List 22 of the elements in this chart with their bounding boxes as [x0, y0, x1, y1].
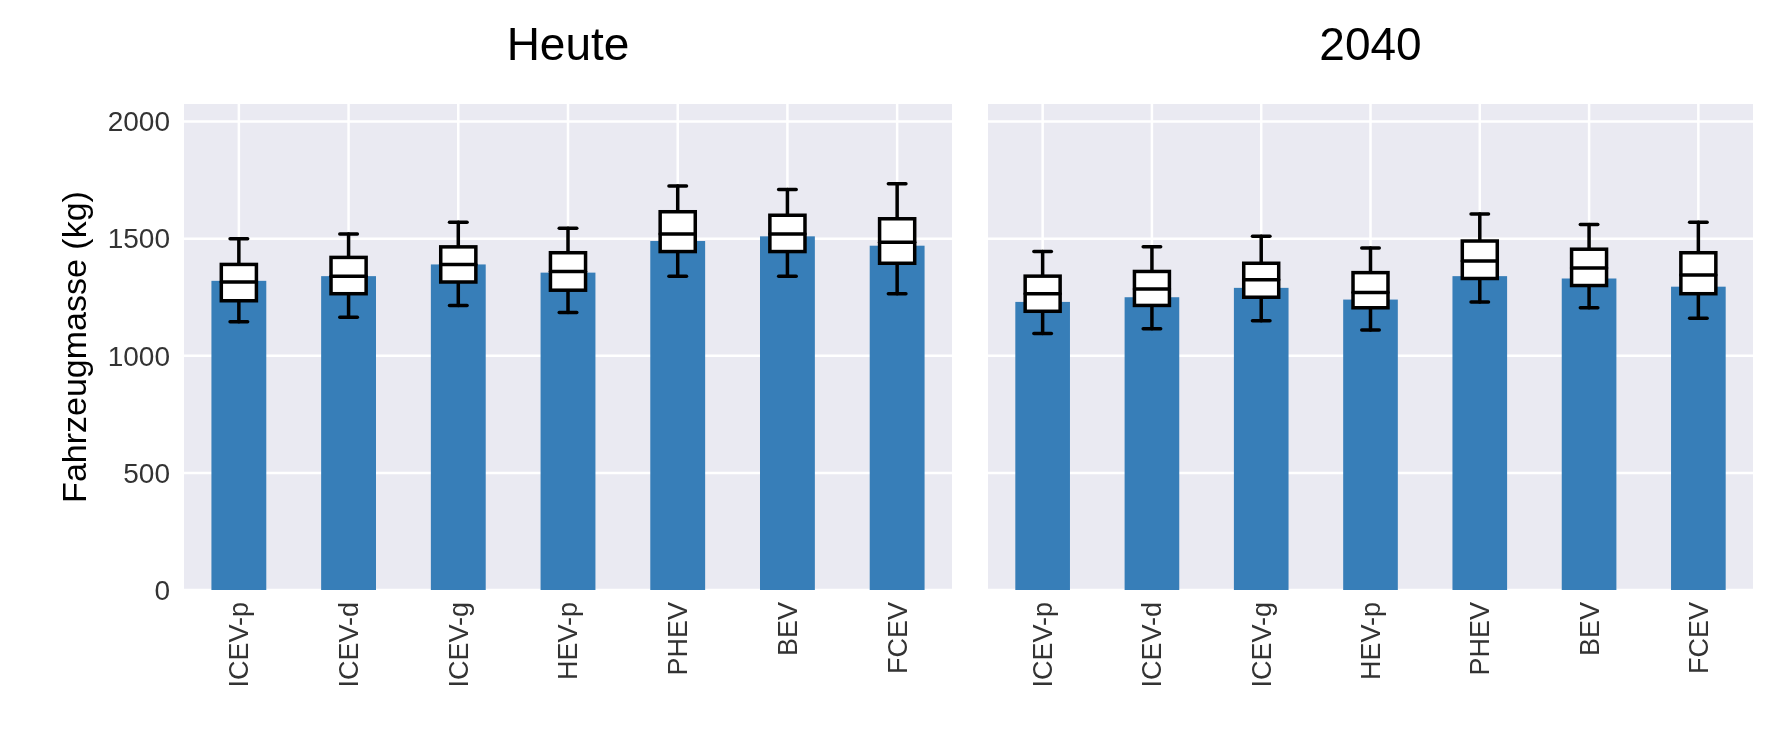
x-tick-label: PHEV: [1465, 602, 1496, 676]
x-tick-label: ICEV-g: [443, 602, 474, 688]
x-tick-label: BEV: [772, 602, 803, 657]
x-tick-label: FCEV: [1683, 602, 1714, 675]
y-tick-label: 500: [123, 457, 170, 489]
x-tick-label: ICEV-d: [334, 602, 365, 688]
x-tick-label: HEV-p: [553, 602, 584, 681]
y-tick-label: 2000: [107, 106, 170, 138]
y-tick-label: 0: [154, 574, 170, 606]
x-tick-label: FCEV: [882, 602, 913, 675]
x-tick-label: ICEV-p: [224, 602, 255, 688]
x-tick-label: ICEV-d: [1137, 602, 1168, 688]
chart-title: Heute: [506, 18, 630, 70]
x-tick-label: PHEV: [663, 602, 694, 676]
y-axis-title: Fahrzeugmasse (kg): [54, 191, 93, 503]
y-tick-label: 1500: [107, 223, 170, 255]
y-tick-label: 1000: [107, 340, 170, 372]
x-tick-label: ICEV-g: [1246, 602, 1277, 688]
x-tick-label: HEV-p: [1355, 602, 1386, 681]
x-tick-label: BEV: [1574, 602, 1605, 657]
x-tick-label: ICEV-p: [1028, 602, 1059, 688]
chart-title: 2040: [1319, 18, 1422, 70]
